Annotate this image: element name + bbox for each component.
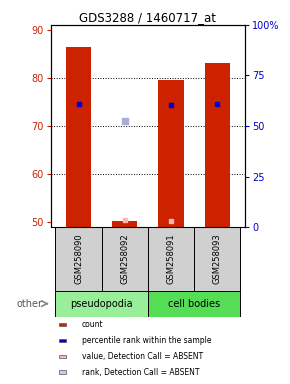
Text: count: count: [82, 320, 104, 329]
Text: value, Detection Call = ABSENT: value, Detection Call = ABSENT: [82, 352, 203, 361]
Bar: [102, 227, 148, 291]
Text: GSM258091: GSM258091: [166, 233, 175, 284]
Text: cell bodies: cell bodies: [168, 299, 220, 309]
Text: other: other: [17, 299, 42, 309]
Bar: [59, 323, 66, 326]
Text: GSM258093: GSM258093: [213, 233, 222, 284]
Text: rank, Detection Call = ABSENT: rank, Detection Call = ABSENT: [82, 368, 199, 377]
Text: percentile rank within the sample: percentile rank within the sample: [82, 336, 211, 345]
Title: GDS3288 / 1460717_at: GDS3288 / 1460717_at: [79, 11, 216, 24]
Bar: [158, 80, 184, 227]
Bar: [59, 339, 66, 342]
Text: GSM258092: GSM258092: [120, 233, 129, 284]
Bar: [194, 227, 240, 291]
Text: GSM258090: GSM258090: [74, 233, 83, 284]
Bar: [148, 227, 194, 291]
Bar: [204, 63, 230, 227]
Bar: [66, 46, 91, 227]
Bar: [148, 291, 240, 317]
Text: pseudopodia: pseudopodia: [70, 299, 133, 309]
Bar: [59, 354, 66, 358]
Bar: [59, 371, 66, 374]
Bar: [55, 227, 102, 291]
Bar: [112, 221, 137, 227]
Bar: [55, 291, 148, 317]
